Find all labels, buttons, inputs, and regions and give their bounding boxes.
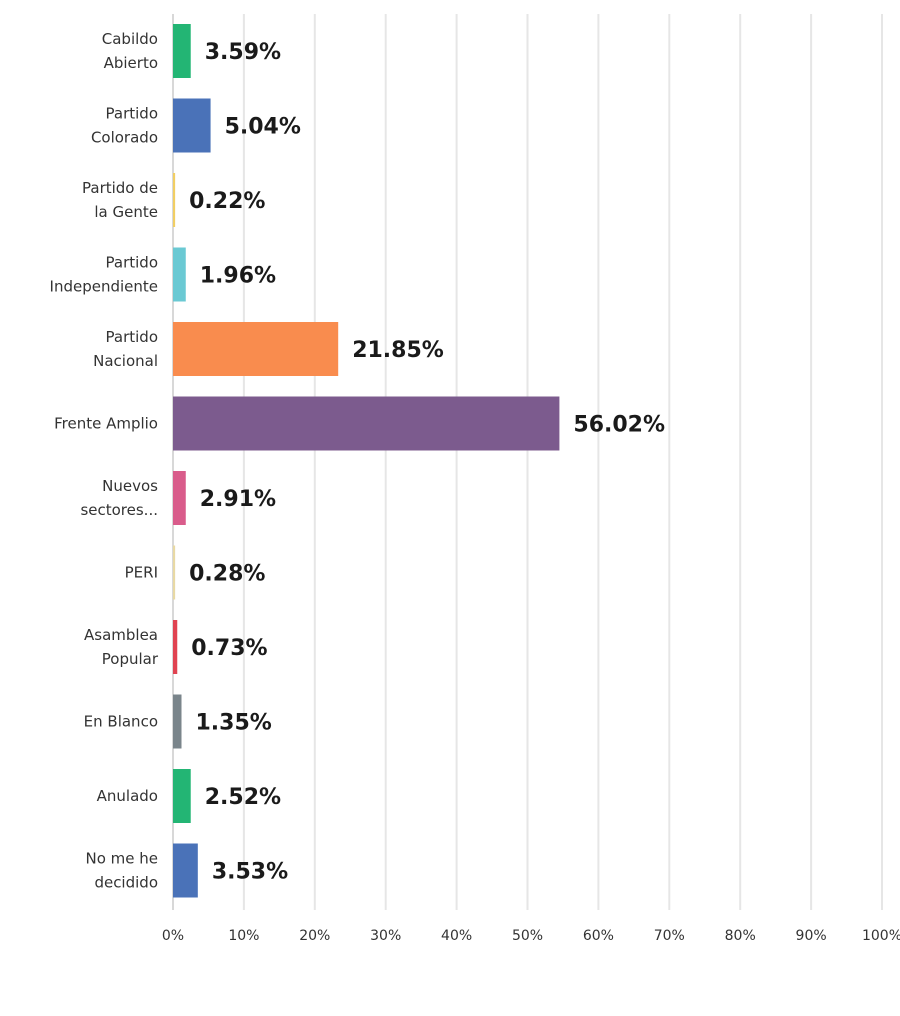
value-label: 3.53% [212, 860, 288, 885]
category-label: Frente Amplio [54, 415, 158, 433]
x-tick-label: 50% [512, 928, 543, 944]
category-label: En Blanco [84, 713, 158, 731]
x-tick-label: 100% [862, 928, 900, 944]
category-label: Partido de [82, 179, 158, 197]
category-label: decidido [94, 874, 158, 892]
category-label: Partido [106, 105, 158, 123]
category-label: Partido [106, 254, 158, 272]
category-label: Colorado [91, 129, 158, 147]
x-tick-label: 10% [228, 928, 259, 944]
value-label: 21.85% [352, 338, 444, 363]
bar [173, 396, 560, 451]
x-tick-label: 60% [583, 928, 614, 944]
x-tick-label: 30% [370, 928, 401, 944]
category-label: PERI [125, 564, 158, 582]
category-label: No me he [85, 850, 158, 868]
bar [173, 769, 191, 823]
x-tick-label: 90% [796, 928, 827, 944]
category-label: Anulado [97, 787, 158, 805]
gridlines [172, 14, 883, 910]
category-label: Popular [102, 650, 159, 668]
bar [173, 545, 176, 600]
category-label: sectores... [80, 501, 158, 519]
category-label: Asamblea [84, 626, 158, 644]
x-tick-label: 0% [162, 928, 184, 944]
bar [173, 173, 176, 227]
x-tick-label: 40% [441, 928, 472, 944]
value-label: 0.28% [189, 562, 265, 587]
value-label: 3.59% [205, 40, 281, 65]
category-label: Independiente [50, 278, 158, 296]
category-label: Abierto [104, 54, 158, 72]
x-tick-label: 70% [654, 928, 685, 944]
x-axis-ticks: 0% 10% 20% 30% 40% 50% 60% 70% 80% 90% 100% [162, 928, 900, 944]
bar [173, 24, 191, 78]
category-label: Nuevos [102, 477, 158, 495]
category-label: Nacional [93, 352, 158, 370]
category-label: Partido [106, 328, 158, 346]
bar [173, 843, 198, 898]
category-label: Cabildo [102, 30, 158, 48]
value-label: 5.04% [225, 115, 301, 140]
bar [173, 98, 211, 153]
bar [173, 322, 339, 376]
x-tick-label: 80% [725, 928, 756, 944]
value-label: 2.52% [205, 785, 281, 810]
value-label: 56.02% [573, 413, 665, 438]
value-label: 0.73% [191, 636, 267, 661]
category-label: la Gente [94, 203, 158, 221]
category-labels: Cabildo Abierto Partido Colorado Partido de l… [50, 30, 159, 892]
bars [173, 24, 560, 898]
bar [173, 247, 186, 302]
bar [173, 620, 178, 674]
value-label: 1.96% [200, 264, 276, 289]
value-labels: 3.59% 5.04% 0.22% 1.96% 21.85% 56.02% 2.91% 0.2… [189, 40, 665, 885]
bar [173, 694, 182, 749]
x-tick-label: 20% [299, 928, 330, 944]
value-label: 1.35% [196, 711, 272, 736]
value-label: 0.22% [189, 189, 265, 214]
bar [173, 471, 186, 525]
value-label: 2.91% [200, 487, 276, 512]
